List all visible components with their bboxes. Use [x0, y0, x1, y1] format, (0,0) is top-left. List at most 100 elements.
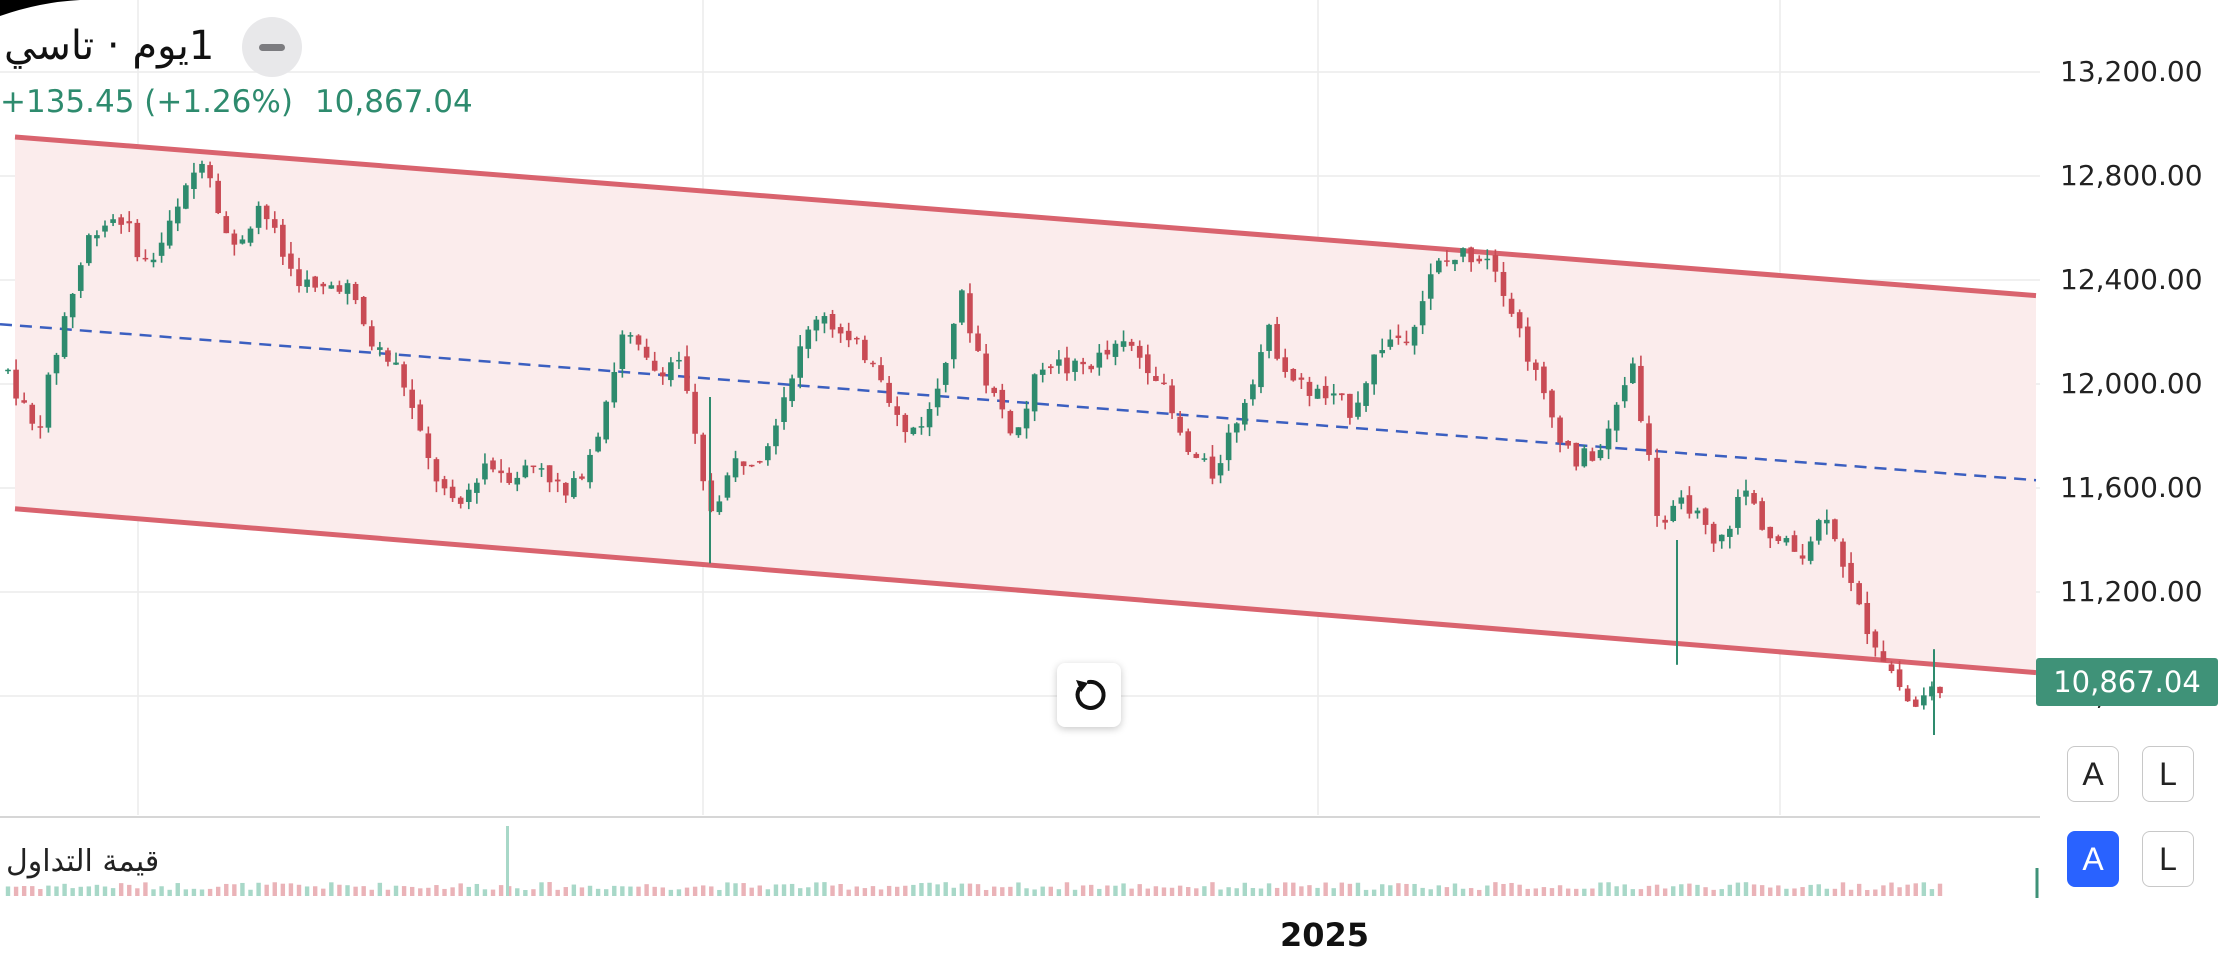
volume-bar [1137, 884, 1142, 896]
candle [797, 334, 804, 389]
volume-bar [1840, 882, 1846, 896]
candle [651, 351, 658, 372]
candle [635, 334, 642, 351]
volume-pane-title: قيمة التداول [6, 844, 160, 879]
volume-bar [652, 886, 657, 896]
volume-bar [1590, 888, 1595, 896]
volume-bar [159, 886, 164, 896]
candle [1824, 509, 1830, 535]
minus-icon [259, 44, 285, 51]
volume-bar [911, 884, 916, 896]
candle [1371, 354, 1377, 395]
candle [1735, 489, 1741, 535]
candle [1072, 358, 1078, 381]
volume-bar [781, 884, 787, 896]
volume-bar [1072, 889, 1078, 896]
candle [870, 360, 876, 368]
candle [183, 183, 189, 210]
volume-bar [1250, 888, 1256, 896]
candle [1209, 445, 1216, 485]
reset-chart-button[interactable] [1057, 663, 1121, 727]
volume-bar [563, 887, 568, 896]
volume-bar [442, 888, 447, 896]
candle [1840, 538, 1846, 578]
candle [999, 383, 1006, 419]
candle [562, 482, 569, 503]
candle [1872, 629, 1879, 657]
volume-bar [620, 886, 625, 896]
symbol-title[interactable]: 1يوم · تاسي [4, 23, 215, 69]
candle [1395, 324, 1402, 345]
candle [1727, 525, 1733, 549]
volume-bar [321, 888, 326, 896]
symbol-header[interactable]: 1يوم · تاسي [0, 14, 214, 78]
price-change: +135.45 (+1.26%) [0, 84, 293, 120]
candle [352, 281, 359, 305]
volume-bar [1485, 885, 1490, 896]
volume-bar [1186, 887, 1191, 896]
volume-bar [1848, 889, 1854, 896]
candle [1225, 424, 1232, 471]
volume-bar [603, 889, 609, 896]
volume-bar [1024, 888, 1029, 896]
candle [1330, 383, 1337, 405]
candle [1589, 447, 1596, 462]
volume-bar [1751, 884, 1757, 896]
volume-bar [1355, 882, 1361, 896]
channel-lower-line[interactable] [14, 506, 2037, 676]
volume-bar [280, 883, 286, 896]
channel-middle-line[interactable] [0, 322, 2037, 482]
candle [1476, 255, 1483, 264]
candle [1832, 518, 1838, 542]
candle [1613, 402, 1620, 443]
candle [1274, 316, 1280, 361]
price-axis-label: 12,000.00 [2060, 367, 2203, 400]
candle [336, 280, 343, 294]
candle [94, 230, 100, 247]
volume-bar [523, 889, 528, 896]
candle [1419, 290, 1426, 335]
candle [1322, 376, 1329, 405]
candle [1848, 552, 1854, 592]
volume-bar [1008, 886, 1013, 896]
auto-scale-button[interactable]: A [2067, 746, 2119, 802]
volume-bar [555, 889, 560, 896]
candle [1678, 490, 1685, 510]
collapse-legend-button[interactable] [242, 17, 302, 77]
candle [748, 464, 755, 468]
volume-bar [1202, 886, 1207, 896]
volume-series [5, 826, 1943, 896]
volume-bar [1242, 882, 1248, 896]
channel-upper-line[interactable] [14, 134, 2037, 299]
volume-bar [733, 883, 738, 896]
candle [1581, 444, 1588, 468]
volume-auto-scale-button[interactable]: A [2067, 831, 2119, 887]
volume-bar [700, 885, 706, 896]
volume-bar [1889, 882, 1894, 896]
candle [643, 338, 650, 361]
candle [1120, 330, 1127, 352]
volume-bar [1533, 888, 1539, 896]
candle [1533, 359, 1539, 381]
volume-log-scale-button[interactable]: L [2142, 831, 2194, 887]
candle [328, 281, 335, 289]
volume-bar [749, 887, 754, 896]
candle [263, 204, 270, 230]
candle [1023, 400, 1030, 439]
candle [862, 335, 868, 364]
volume-bar [78, 886, 83, 896]
volume-bar [587, 885, 593, 896]
volume-bar [1080, 885, 1086, 896]
candle [983, 343, 989, 394]
candle [360, 295, 367, 327]
log-scale-button[interactable]: L [2142, 746, 2194, 802]
volume-bar [135, 888, 140, 896]
candle [134, 219, 141, 262]
volume-bar [684, 887, 690, 896]
candle [53, 352, 60, 385]
candle [942, 361, 949, 393]
candle [579, 473, 585, 481]
volume-bar [919, 883, 924, 896]
candle [239, 235, 246, 245]
